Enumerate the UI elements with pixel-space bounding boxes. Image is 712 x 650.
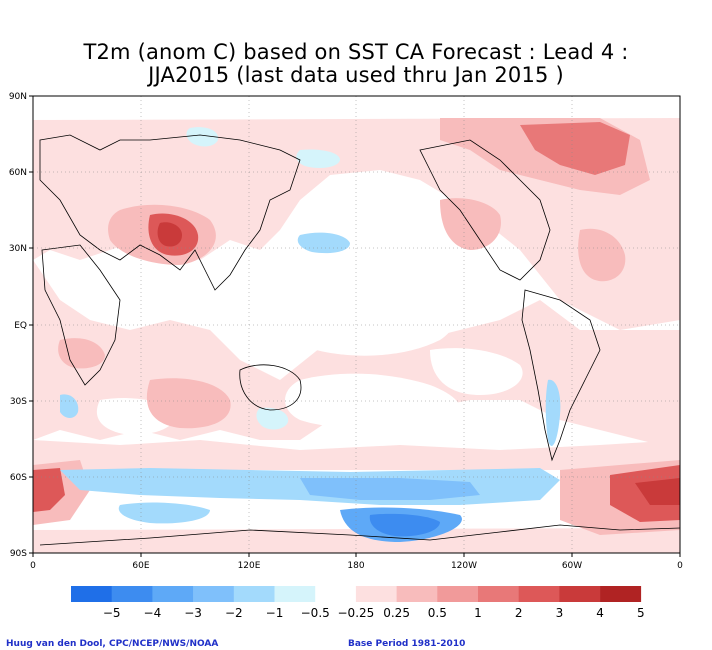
- legend-label: −1: [266, 606, 284, 620]
- legend-label: −2: [225, 606, 243, 620]
- lon-label-60e: 60E: [132, 561, 149, 571]
- legend-swatch: [355, 586, 397, 602]
- legend-label: 1: [474, 606, 482, 620]
- legend-label: 5: [637, 606, 645, 620]
- lat-label-30n: 30N: [9, 244, 27, 254]
- lat-label-90n: 90N: [9, 92, 27, 102]
- legend-swatch: [315, 586, 357, 602]
- color-legend: [71, 586, 642, 602]
- lat-ticks: [29, 95, 33, 554]
- coastlines: [39, 134, 680, 546]
- lon-ticks: [32, 553, 681, 557]
- color-legend-labels: −5 −4 −3 −2 −1 −0.5 −0.25 0.25 0.5 1 2 3 4 5: [103, 606, 645, 620]
- legend-swatch: [600, 586, 642, 602]
- legend-swatch: [396, 586, 438, 602]
- legend-swatch: [437, 586, 479, 602]
- legend-label: −4: [144, 606, 162, 620]
- map-field: [33, 96, 680, 553]
- legend-swatch: [518, 586, 560, 602]
- lon-label-120e: 120E: [238, 561, 261, 571]
- legend-label: −5: [103, 606, 121, 620]
- lat-label-60s: 60S: [10, 473, 27, 483]
- lon-label-0: 0: [30, 561, 36, 571]
- lon-label-120w: 120W: [451, 561, 477, 571]
- legend-swatch: [152, 586, 194, 602]
- legend-label: −0.25: [338, 606, 375, 620]
- legend-swatch: [71, 586, 112, 602]
- legend-swatch: [193, 586, 235, 602]
- legend-swatch: [233, 586, 275, 602]
- legend-label: 3: [556, 606, 564, 620]
- lat-label-60n: 60N: [9, 168, 27, 178]
- map-title-line-1: T2m (anom C) based on SST CA Forecast : …: [83, 40, 629, 64]
- legend-label: −0.5: [301, 606, 330, 620]
- graticule: [33, 96, 680, 553]
- lat-label-eq: EQ: [14, 321, 27, 331]
- map-title-line-2: JJA2015 (last data used thru Jan 2015 ): [148, 63, 564, 87]
- lat-label-30s: 30S: [10, 397, 27, 407]
- legend-swatch: [274, 586, 316, 602]
- lon-label-180: 180: [347, 561, 364, 571]
- lon-label-0-east: 0: [677, 561, 683, 571]
- legend-swatch: [559, 586, 601, 602]
- legend-label: 0.5: [428, 606, 447, 620]
- legend-swatch: [111, 586, 153, 602]
- legend-label: 0.25: [383, 606, 410, 620]
- legend-label: 4: [596, 606, 604, 620]
- credit-base-period: Base Period 1981-2010: [348, 639, 466, 649]
- legend-label: −3: [184, 606, 202, 620]
- legend-swatch: [478, 586, 519, 602]
- credit-author: Huug van den Dool, CPC/NCEP/NWS/NOAA: [6, 639, 219, 649]
- legend-label: 2: [515, 606, 523, 620]
- lat-label-90s: 90S: [10, 549, 27, 559]
- lon-label-60w: 60W: [562, 561, 582, 571]
